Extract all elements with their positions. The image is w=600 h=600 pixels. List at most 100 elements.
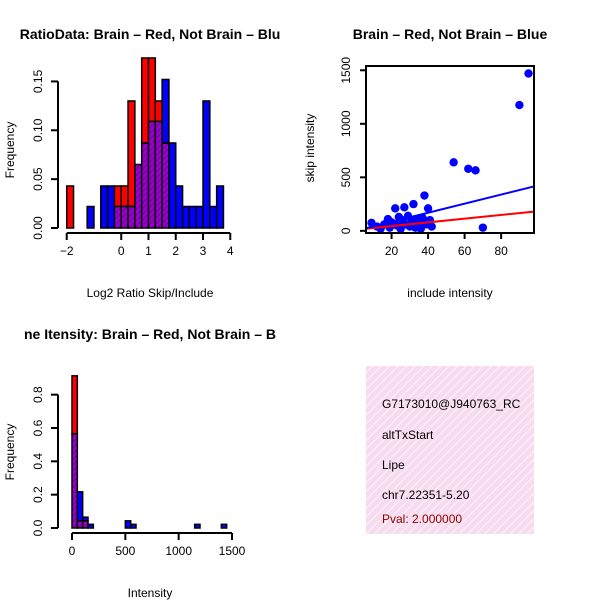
intensity-histogram: ne Itensity: Brain – Red, Not Brain – B …: [3, 326, 276, 600]
intensity-bar-overlap: [81, 520, 89, 529]
intensity-x-tick-label: 500: [115, 544, 135, 558]
info-event-type: altTxStart: [382, 428, 434, 442]
ratio-bar-overlap: [161, 142, 170, 229]
intensity-x-tick-label: 1500: [219, 544, 246, 558]
intensity-y-tick-label: 0.8: [31, 386, 45, 403]
ratio-bar-not-brain: [188, 205, 197, 229]
ratio-bar-brain: [140, 57, 150, 144]
ratio-histogram-ylabel: Frequency: [3, 122, 17, 179]
ratio-bar-not-brain: [100, 185, 109, 229]
scatter-point: [391, 204, 400, 213]
ratio-histogram: RatioData: Brain – Red, Not Brain – Blu …: [3, 26, 280, 300]
ratio-bar-overlap: [140, 142, 150, 229]
scatter-point: [524, 69, 533, 78]
ratio-histogram-title: RatioData: Brain – Red, Not Brain – Blu: [20, 26, 281, 42]
intensity-bar-brain: [71, 375, 79, 435]
ratio-bar-not-brain: [209, 205, 218, 229]
scatter-x-tick-label: 60: [458, 244, 472, 258]
intensity-scatter-ylabel: skip intensity: [303, 114, 317, 183]
intensity-scatter: Brain – Red, Not Brain – Blue 20 40 60 80 0 5…: [303, 26, 547, 300]
scatter-point: [409, 199, 418, 209]
ratio-bar-not-brain: [195, 205, 204, 229]
ratio-bar-not-brain: [86, 205, 95, 229]
intensity-bar-not-brain: [129, 523, 137, 529]
ratio-bar-overlap: [113, 205, 122, 229]
ratio-bar-brain: [120, 185, 129, 208]
ratio-x-tick-label: 2: [172, 244, 179, 258]
scatter-x-tick-label: 40: [421, 244, 435, 258]
intensity-y-tick-label: 0.4: [31, 453, 45, 470]
intensity-x-tick-label: 0: [69, 544, 76, 558]
ratio-bar-brain: [154, 100, 163, 123]
info-panel: G7173010@J940763_RC altTxStart Lipe chr7…: [366, 366, 534, 534]
scatter-point: [478, 223, 488, 232]
ratio-bar-overlap: [127, 205, 136, 229]
ratio-x-tick-label: 4: [227, 244, 234, 258]
ratio-y-tick-label: 0.15: [31, 69, 45, 93]
intensity-scatter-title: Brain – Red, Not Brain – Blue: [353, 26, 548, 42]
intensity-scatter-xlabel: include intensity: [407, 286, 492, 300]
scatter-point: [471, 166, 480, 175]
intensity-bar-not-brain: [87, 523, 95, 529]
ratio-x-tick-label: −2: [60, 244, 74, 258]
intensity-y-tick-label: 0.0: [31, 519, 45, 536]
ratio-histogram-axes: −2 0 1 2 3 4 0.00 0.05 0.10 0.15: [31, 69, 234, 258]
ratio-bar-overlap: [147, 120, 157, 229]
ratio-y-tick-label: 0.00: [31, 216, 45, 240]
intensity-bar-overlap: [76, 520, 84, 529]
ratio-bar-not-brain: [175, 185, 184, 229]
intensity-y-tick-label: 0.2: [31, 486, 45, 503]
intensity-histogram-xlabel: Intensity: [128, 586, 173, 600]
scatter-y-tick-label: 500: [339, 167, 353, 187]
scatter-x-tick-label: 20: [385, 244, 399, 258]
brain-fit-line: [365, 210, 535, 230]
intensity-y-tick-label: 0.6: [31, 419, 45, 436]
intensity-bar-not-brain: [76, 491, 84, 522]
ratio-bar-not-brain: [202, 100, 211, 229]
ratio-bar-overlap: [120, 205, 129, 229]
ratio-x-tick-label: 0: [118, 244, 125, 258]
intensity-bar-not-brain: [220, 523, 228, 529]
ratio-bar-not-brain: [181, 205, 191, 229]
scatter-x-tick-label: 80: [494, 244, 508, 258]
intensity-bar-not-brain: [124, 520, 132, 529]
scatter-y-tick-label: 1500: [339, 57, 353, 84]
scatter-point: [423, 204, 433, 213]
ratio-bar-brain: [65, 185, 75, 229]
scatter-y-tick-label: 0: [339, 227, 353, 234]
intensity-histogram-bars: [71, 375, 228, 529]
ratio-bar-brain: [147, 57, 157, 123]
scatter-point: [420, 191, 429, 200]
ratio-bar-not-brain: [215, 185, 225, 229]
intensity-bar-not-brain: [193, 523, 201, 529]
scatter-point: [464, 164, 473, 173]
scatter-point: [515, 100, 524, 110]
scatter-plot-frame: [365, 65, 535, 234]
scatter-point: [427, 222, 436, 231]
ratio-bar-overlap: [134, 163, 143, 229]
ratio-bar-brain: [113, 185, 122, 208]
intensity-histogram-ylabel: Frequency: [3, 424, 17, 481]
info-gene-name: Lipe: [382, 458, 405, 472]
ratio-bar-not-brain: [106, 185, 116, 229]
info-location: chr7.22351-5.20: [382, 488, 470, 502]
not-brain-fit-line: [365, 185, 535, 230]
ratio-x-tick-label: 1: [145, 244, 152, 258]
ratio-x-tick-label: 3: [200, 244, 207, 258]
intensity-bar-overlap: [71, 433, 79, 529]
info-panel-background: [366, 366, 534, 534]
info-pval: Pval: 2.000000: [382, 512, 462, 526]
ratio-bar-not-brain: [168, 142, 177, 229]
ratio-bar-not-brain: [161, 78, 170, 144]
ratio-histogram-bars: [65, 57, 225, 229]
scatter-point: [400, 203, 409, 212]
intensity-scatter-axes: 20 40 60 80 0 500 1000 1500: [339, 57, 535, 258]
scatter-point: [449, 158, 458, 167]
info-probe-id: G7173010@J940763_RC: [382, 397, 521, 411]
ratio-bar-overlap: [154, 120, 163, 229]
scatter-y-tick-label: 1000: [339, 110, 353, 137]
ratio-y-tick-label: 0.05: [31, 167, 45, 191]
ratio-y-tick-label: 0.10: [31, 118, 45, 142]
intensity-histogram-title: ne Itensity: Brain – Red, Not Brain – B: [24, 326, 276, 342]
